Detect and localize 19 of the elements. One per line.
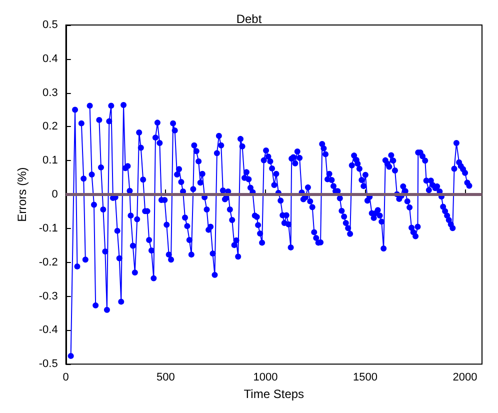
y-tick-label: -0.2 bbox=[38, 256, 58, 268]
x-tick-label: 500 bbox=[156, 372, 175, 384]
y-tick-label: 0.3 bbox=[42, 86, 58, 99]
y-tick-label: -0.4 bbox=[38, 324, 58, 336]
y-tick-label: 0.4 bbox=[42, 52, 58, 65]
y-tick-label: -0.1 bbox=[38, 222, 58, 234]
y-axis-title: Errors (%) bbox=[15, 167, 29, 222]
y-tick-label: -0.3 bbox=[38, 290, 58, 302]
x-axis-title: Time Steps bbox=[244, 387, 304, 401]
y-tick-label: 0 bbox=[52, 188, 58, 201]
y-tick-label: 0.2 bbox=[42, 120, 58, 133]
x-tick-label: 1000 bbox=[253, 372, 278, 384]
x-tick-label: 1500 bbox=[353, 372, 378, 384]
x-tick-label: 2000 bbox=[452, 372, 478, 384]
y-tick-label: -0.5 bbox=[38, 358, 58, 370]
chart-title: Debt bbox=[236, 12, 262, 26]
x-tick-label: 0 bbox=[62, 372, 69, 384]
y-tick-label: 0.1 bbox=[42, 154, 58, 167]
y-tick-label: 0.5 bbox=[42, 19, 58, 31]
